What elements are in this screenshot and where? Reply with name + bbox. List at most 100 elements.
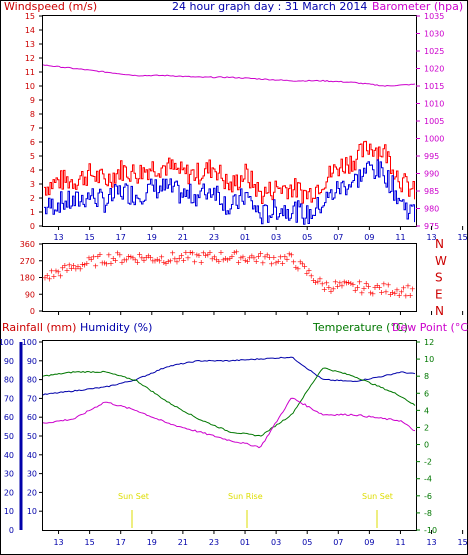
wind-direction-point: + xyxy=(75,262,82,271)
wind-direction-point: + xyxy=(240,252,247,261)
wind-direction-point: + xyxy=(301,262,308,271)
temperature-axis-tick-label: 4 xyxy=(424,406,429,415)
wind-axis-tick-label: 10 xyxy=(25,82,35,91)
wind-direction-point: + xyxy=(352,286,359,295)
humidity-axis-tick-label: 90 xyxy=(27,357,37,366)
direction-axis-tick-label: 360 xyxy=(20,240,35,249)
wind-direction-point: + xyxy=(204,250,211,259)
wind-direction-point: + xyxy=(264,250,271,259)
wind-direction-point: + xyxy=(345,278,352,287)
climate-x-tick-label: 15 xyxy=(85,538,95,547)
humidity-axis-tick-label: 30 xyxy=(27,470,37,479)
wind-x-tick-label: 15 xyxy=(85,233,95,242)
dewpoint-axis-title: Dew Point (°C) xyxy=(392,321,468,334)
climate-x-tick-label: 07 xyxy=(333,538,343,547)
wind-direction-point: + xyxy=(369,289,376,298)
humidity-axis-tick-label: 60 xyxy=(27,413,37,422)
wind-direction-point: + xyxy=(356,278,363,287)
wind-direction-point: + xyxy=(147,253,154,262)
compass-label: W xyxy=(435,254,447,268)
wind-direction-point: + xyxy=(288,251,295,260)
wind-direction-point: + xyxy=(81,261,88,270)
temperature-line xyxy=(42,367,416,437)
wind-direction-point: + xyxy=(334,282,341,291)
temperature-axis-tick-label: -6 xyxy=(424,492,432,501)
wind-direction-point: + xyxy=(365,282,372,291)
temperature-axis-tick-label: 6 xyxy=(424,389,429,398)
temperature-axis-tick-label: -4 xyxy=(424,475,432,484)
barometer-axis-tick-label: 1030 xyxy=(424,30,444,39)
wind-direction-point: + xyxy=(116,251,123,260)
wind-direction-point: + xyxy=(387,290,394,299)
rainfall-axis-title: Rainfall (mm) xyxy=(2,321,76,334)
wind-direction-point: + xyxy=(125,252,132,261)
wind-direction-point: + xyxy=(279,259,286,268)
rain-axis-tick-label: 70 xyxy=(4,394,14,403)
wind-direction-point: + xyxy=(277,252,284,261)
humidity-axis-tick-label: 10 xyxy=(27,507,37,516)
wind-direction-point: + xyxy=(79,260,86,269)
direction-axis-tick-label: 90 xyxy=(25,290,35,299)
wind-direction-point: + xyxy=(185,254,192,263)
wind-direction-point: + xyxy=(86,253,93,262)
rain-axis-tick-label: 80 xyxy=(4,376,14,385)
wind-direction-point: + xyxy=(330,284,337,293)
wind-direction-point: + xyxy=(61,261,68,270)
wind-direction-point: + xyxy=(317,274,324,283)
wind-direction-point: + xyxy=(255,252,262,261)
climate-x-tick-label: 17 xyxy=(116,538,126,547)
wind-direction-point: + xyxy=(145,251,152,260)
sunrise-label: Sun Rise xyxy=(228,492,263,501)
wind-direction-point: + xyxy=(376,283,383,292)
wind-direction-point: + xyxy=(158,252,165,261)
climate-x-tick-label: 01 xyxy=(240,538,250,547)
wind-direction-point: + xyxy=(394,285,401,294)
humidity-axis-tick-label: 40 xyxy=(27,451,37,460)
wind-direction-point: + xyxy=(251,253,258,262)
rain-axis-tick-label: 60 xyxy=(4,413,14,422)
wind-direction-point: + xyxy=(409,284,416,293)
wind-direction-point: + xyxy=(374,281,381,290)
wind-direction-point: + xyxy=(284,255,291,264)
barometer-axis-tick-label: 1010 xyxy=(424,100,444,109)
wind-axis-tick-label: 12 xyxy=(25,54,35,63)
wind-direction-point: + xyxy=(94,252,101,261)
wind-direction-point: + xyxy=(350,280,357,289)
temperature-axis-tick-label: 12 xyxy=(424,338,434,347)
wind-direction-point: + xyxy=(105,251,112,260)
wind-direction-point: + xyxy=(178,251,185,260)
direction-axis-tick-label: 270 xyxy=(20,257,35,266)
wind-direction-point: + xyxy=(154,255,161,264)
chart-marks-group: 0123456789101112131415975980985990995100… xyxy=(0,12,468,547)
wind-direction-point: + xyxy=(378,288,385,297)
wind-direction-point: + xyxy=(53,267,60,276)
wind-direction-point: + xyxy=(156,256,163,265)
wind-direction-point: + xyxy=(244,257,251,266)
wind-direction-point: + xyxy=(108,259,115,268)
wind-direction-point: + xyxy=(400,284,407,293)
wind-direction-point: + xyxy=(50,272,57,281)
temperature-axis-tick-label: -8 xyxy=(424,509,432,518)
wind-axis-tick-label: 9 xyxy=(30,96,35,105)
wind-direction-point: + xyxy=(262,253,269,262)
wind-x-tick-label: 09 xyxy=(364,233,374,242)
rain-axis-tick-label: 0 xyxy=(9,526,14,535)
wind-direction-point: + xyxy=(121,255,128,264)
windspeed-axis-title: Windspeed (m/s) xyxy=(4,0,97,13)
humidity-axis-tick-label: 80 xyxy=(27,376,37,385)
wind-x-tick-label: 05 xyxy=(302,233,312,242)
wind-direction-point: + xyxy=(367,289,374,298)
wind-axis-tick-label: 0 xyxy=(30,222,35,231)
climate-x-tick-label: 23 xyxy=(209,538,219,547)
wind-direction-point: + xyxy=(270,253,277,262)
direction-axis-tick-label: 180 xyxy=(20,274,35,283)
wind-direction-point: + xyxy=(169,249,176,258)
temperature-axis-tick-label: -2 xyxy=(424,458,432,467)
wind-direction-point: + xyxy=(389,288,396,297)
wind-direction-point: + xyxy=(358,289,365,298)
wind-direction-point: + xyxy=(292,263,299,272)
wind-direction-point: + xyxy=(297,257,304,266)
wind-direction-point: + xyxy=(66,260,73,269)
